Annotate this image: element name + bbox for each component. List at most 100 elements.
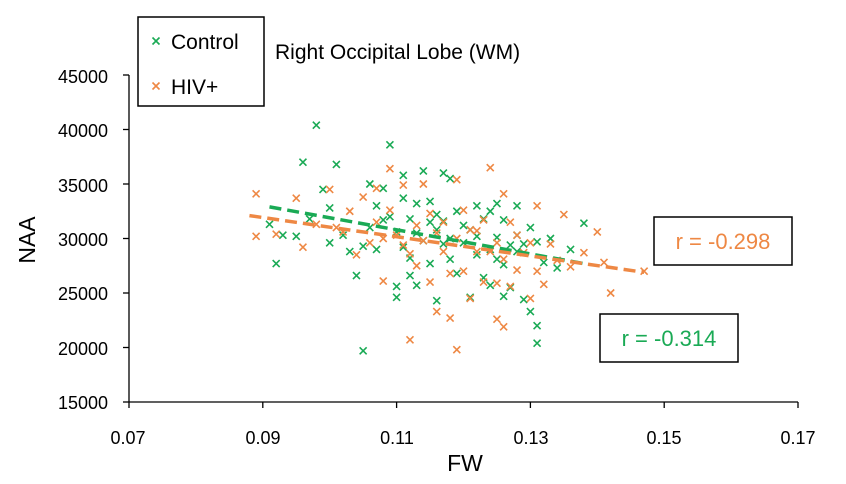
x-tick-labels: 0.07 0.09 0.11 0.13 0.15 0.17	[110, 428, 815, 448]
data-point	[533, 339, 542, 348]
r-annotation-hiv: r = -0.298	[653, 216, 793, 266]
data-point	[512, 201, 522, 210]
r-annotation-control: r = -0.314	[599, 313, 739, 363]
data-point	[553, 263, 562, 272]
x-tick-label: 0.13	[513, 428, 548, 448]
data-point	[533, 267, 542, 276]
data-point	[472, 226, 481, 235]
data-point	[506, 218, 515, 227]
data-point	[372, 201, 381, 210]
y-axis-title: NAA	[14, 216, 40, 264]
data-point	[359, 242, 368, 251]
y-tick-label: 25000	[58, 284, 108, 304]
data-point	[419, 179, 428, 189]
legend-label-hiv: HIV+	[171, 76, 218, 99]
data-point	[506, 282, 515, 291]
data-point	[499, 189, 508, 198]
data-point	[325, 238, 334, 247]
data-point	[432, 296, 441, 305]
data-point	[399, 243, 408, 252]
data-point	[446, 174, 455, 183]
data-point	[452, 175, 461, 184]
data-point	[425, 278, 435, 287]
data-point	[472, 250, 481, 259]
data-point	[446, 314, 455, 323]
y-tick-label: 20000	[58, 339, 108, 359]
data-point	[419, 166, 428, 175]
legend-label-control: Control	[171, 31, 239, 54]
data-point	[405, 249, 415, 258]
data-point	[252, 232, 261, 241]
data-point	[439, 247, 448, 256]
data-point	[466, 225, 475, 234]
data-point	[385, 164, 394, 173]
data-point	[419, 236, 428, 245]
r-label-hiv: r = -0.298	[676, 229, 771, 254]
data-point	[439, 239, 448, 249]
data-point	[432, 307, 441, 316]
data-point	[292, 194, 301, 203]
trendline-control	[269, 205, 585, 266]
data-point	[486, 207, 495, 216]
data-point	[318, 185, 328, 194]
data-point	[446, 269, 455, 278]
legend: Control HIV+	[137, 16, 265, 107]
data-point	[499, 215, 508, 225]
data-point	[372, 218, 381, 227]
data-point	[332, 160, 341, 169]
data-point	[399, 240, 408, 250]
data-point	[379, 184, 388, 193]
data-point	[579, 248, 588, 257]
data-point	[446, 255, 455, 264]
data-point	[439, 218, 448, 227]
data-point	[392, 293, 401, 302]
data-point	[425, 259, 435, 268]
data-point	[439, 169, 448, 178]
data-point	[412, 261, 421, 270]
data-point	[519, 295, 528, 304]
data-point	[252, 189, 261, 198]
data-point	[265, 220, 274, 229]
data-point	[425, 218, 435, 227]
y-tick-labels: 15000 20000 25000 30000 35000 40000 4500…	[58, 67, 108, 413]
data-point	[539, 258, 548, 267]
data-point	[512, 231, 522, 240]
data-point	[432, 225, 441, 234]
data-point	[459, 221, 468, 230]
y-tick-label: 40000	[58, 121, 108, 141]
data-point	[519, 239, 528, 249]
data-point	[412, 221, 421, 230]
data-point	[365, 179, 374, 189]
data-point	[499, 322, 508, 331]
y-tick-label: 35000	[58, 176, 108, 196]
x-tick-label: 0.15	[646, 428, 681, 448]
data-point	[566, 262, 575, 271]
data-point	[486, 163, 495, 172]
data-point	[533, 237, 542, 246]
data-point	[359, 193, 368, 202]
data-point	[432, 210, 441, 219]
data-point	[325, 185, 334, 194]
data-point	[312, 121, 321, 130]
data-point	[499, 292, 508, 301]
data-point	[486, 281, 495, 290]
legend-marker-control	[151, 36, 161, 46]
data-point	[298, 243, 308, 252]
legend-x-icon	[151, 81, 161, 91]
data-point	[305, 214, 314, 223]
data-point	[385, 140, 394, 149]
data-point	[339, 231, 348, 240]
data-point	[405, 214, 415, 223]
data-point	[506, 240, 515, 250]
data-point	[593, 227, 602, 237]
data-point	[526, 223, 535, 232]
data-point	[452, 207, 461, 216]
data-point	[352, 271, 361, 280]
series-hiv	[252, 163, 649, 354]
data-point	[312, 220, 321, 229]
data-point	[385, 206, 394, 215]
data-point	[492, 315, 502, 324]
data-point	[566, 245, 575, 254]
data-point	[492, 238, 502, 247]
data-point	[365, 238, 374, 247]
